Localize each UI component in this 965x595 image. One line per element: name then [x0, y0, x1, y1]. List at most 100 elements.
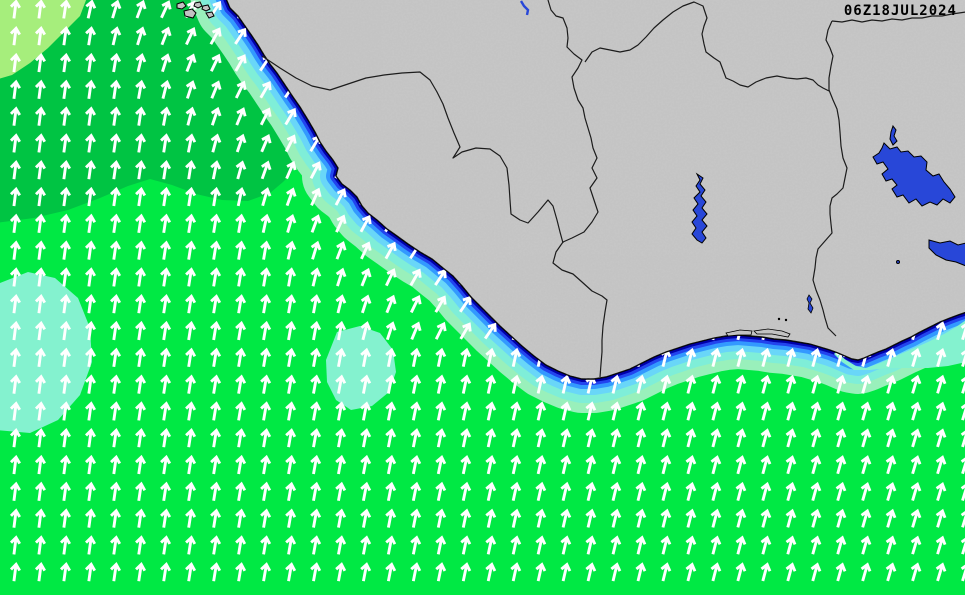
island: [193, 1, 203, 9]
wave-direction-arrow: [59, 454, 71, 475]
wave-direction-arrow: [34, 508, 46, 528]
wave-direction-arrow: [460, 481, 472, 502]
wave-direction-arrow: [710, 428, 722, 448]
wave-direction-arrow: [435, 374, 447, 394]
wave-direction-arrow: [635, 401, 647, 421]
wave-direction-arrow: [210, 454, 222, 475]
timestamp-label: 06Z18JUL2024: [843, 3, 957, 19]
wave-direction-arrow: [460, 454, 472, 475]
wave-direction-arrow: [9, 26, 21, 46]
wave-direction-arrow: [235, 347, 247, 368]
wave-direction-arrow: [160, 240, 172, 260]
wave-direction-arrow: [285, 160, 297, 180]
wave-direction-arrow: [960, 401, 965, 421]
wave-direction-arrow: [410, 454, 422, 475]
wave-direction-arrow: [585, 562, 597, 582]
wave-direction-arrow: [9, 347, 21, 368]
wave-direction-arrow: [135, 0, 147, 19]
wave-direction-arrow: [685, 481, 697, 501]
country-borders: [261, 0, 965, 378]
wave-direction-arrow: [960, 508, 965, 528]
wave-direction-arrow: [485, 347, 497, 368]
wave-direction-arrow: [885, 508, 897, 528]
wave-direction-arrow: [110, 428, 122, 448]
wave-direction-arrow: [960, 428, 965, 448]
wave-direction-arrow: [535, 454, 547, 475]
wave-direction-arrow: [560, 401, 572, 421]
wave-direction-arrow: [335, 214, 347, 233]
wave-direction-arrow: [385, 321, 397, 341]
wave-direction-arrow: [34, 481, 46, 502]
wave-direction-arrow: [59, 106, 71, 126]
island: [201, 4, 211, 12]
wave-direction-arrow: [410, 321, 422, 341]
wave-direction-arrow: [34, 240, 46, 260]
wave-direction-arrow: [935, 481, 947, 501]
wave-direction-arrow: [385, 294, 397, 314]
wave-direction-arrow: [110, 160, 122, 180]
wave-direction-arrow: [610, 428, 622, 448]
wave-direction-arrow: [535, 508, 547, 528]
wave-direction-arrow: [185, 535, 197, 555]
wave-direction-arrow: [410, 347, 422, 368]
wave-direction-arrow: [560, 481, 572, 502]
wave-direction-arrow: [59, 320, 71, 341]
wave-direction-arrow: [110, 347, 122, 368]
wave-direction-arrow: [435, 428, 447, 448]
wave-direction-arrow: [360, 321, 372, 341]
wave-direction-arrow: [435, 347, 447, 368]
wave-direction-arrow: [85, 267, 97, 287]
wave-direction-arrow: [135, 374, 147, 394]
wave-direction-arrow: [310, 508, 322, 528]
wave-direction-arrow: [735, 455, 747, 475]
wave-direction-arrow: [635, 455, 647, 475]
wave-direction-arrow: [185, 347, 197, 368]
wave-direction-arrow: [260, 454, 272, 475]
wave-direction-arrow: [860, 428, 872, 448]
wave-direction-arrow: [460, 374, 472, 394]
wave-direction-arrow: [110, 481, 122, 502]
wave-direction-arrow: [485, 508, 497, 528]
wave-direction-arrow: [910, 455, 922, 475]
wave-direction-arrow: [210, 535, 222, 555]
wave-direction-arrow: [585, 455, 597, 475]
wave-direction-arrow: [334, 188, 347, 206]
wave-direction-arrow: [685, 455, 697, 475]
wave-direction-arrow: [285, 213, 297, 233]
wave-direction-arrow: [910, 347, 922, 367]
wave-direction-arrow: [460, 535, 472, 555]
wave-direction-arrow: [9, 186, 21, 207]
wave-direction-arrow: [34, 186, 46, 207]
wave-direction-arrow: [310, 320, 322, 341]
wave-direction-arrow: [760, 455, 772, 475]
wave-direction-arrow: [9, 160, 21, 180]
wave-direction-arrow: [760, 401, 772, 421]
wave-direction-arrow: [360, 428, 372, 448]
wave-direction-arrow: [260, 160, 272, 180]
wave-direction-arrow: [935, 321, 947, 341]
wave-direction-arrow: [310, 374, 322, 394]
wave-direction-arrow: [34, 428, 46, 448]
wave-direction-arrow: [660, 562, 672, 582]
wave-direction-arrow: [210, 481, 222, 502]
wave-direction-arrow: [585, 535, 597, 555]
wave-direction-arrow: [935, 455, 947, 475]
wave-direction-arrow: [210, 562, 222, 582]
wave-direction-arrow: [735, 428, 747, 448]
wave-direction-arrow: [85, 294, 97, 314]
wave-direction-arrow: [435, 481, 447, 502]
wave-direction-arrow: [410, 562, 422, 582]
wave-direction-arrow: [235, 160, 247, 180]
wave-direction-arrow: [59, 428, 71, 448]
wave-direction-arrow: [385, 454, 397, 475]
wave-direction-arrow: [635, 374, 647, 394]
wave-direction-arrow: [85, 428, 97, 448]
wave-direction-arrow: [535, 562, 547, 582]
wave-direction-arrow: [160, 213, 172, 234]
wave-direction-arrow: [960, 482, 965, 501]
wave-direction-arrow: [185, 508, 197, 528]
wave-direction-arrow: [510, 535, 522, 555]
wave-direction-arrow: [960, 535, 965, 555]
wave-direction-arrow: [610, 401, 622, 421]
